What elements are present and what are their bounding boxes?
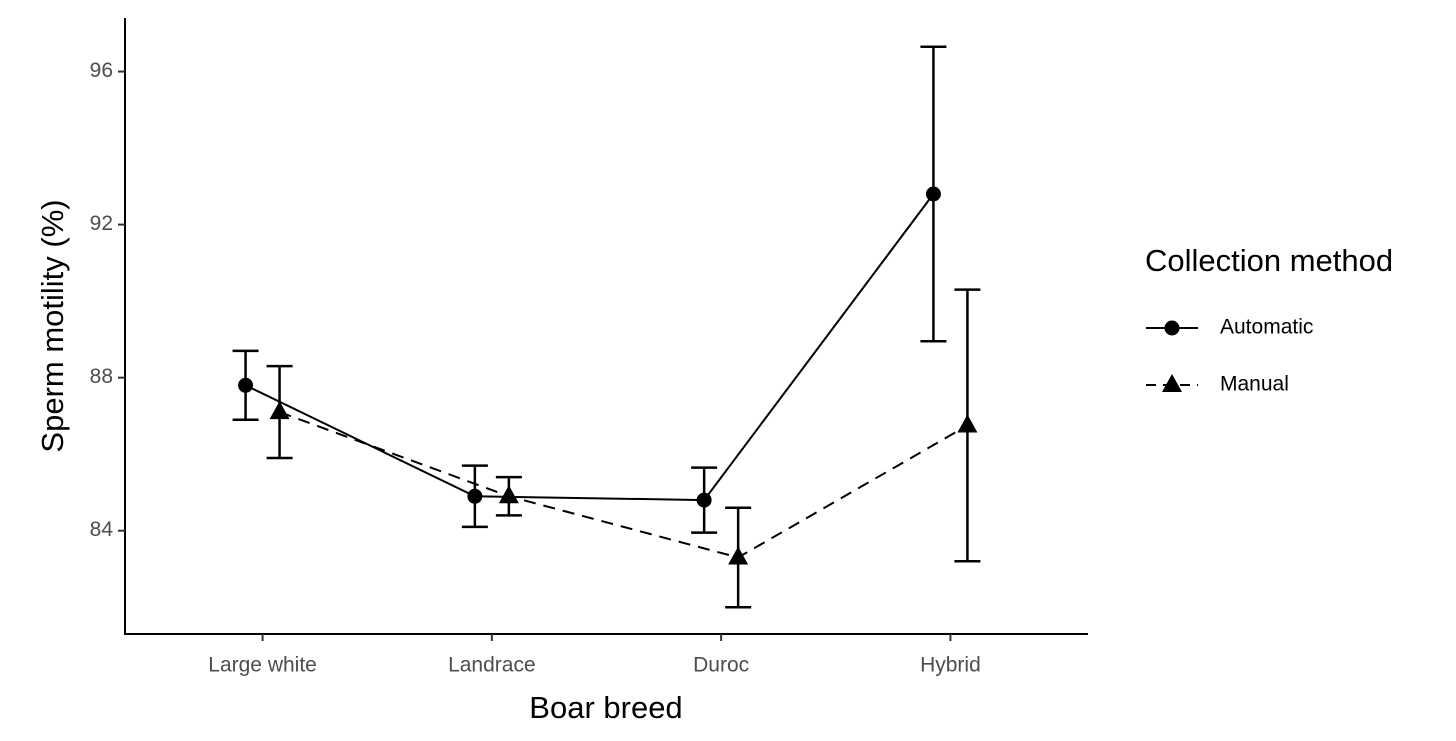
data-point (467, 488, 483, 504)
data-point (238, 377, 254, 393)
legend-label: Automatic (1220, 316, 1313, 339)
y-axis-title: Sperm motility (%) (35, 199, 70, 452)
series-line (279, 411, 968, 559)
legend-title: Collection method (1145, 243, 1393, 278)
data-point (925, 186, 941, 202)
series-line (245, 193, 935, 502)
x-axis-title: Boar breed (529, 690, 682, 725)
data-point (269, 401, 290, 420)
data-point (696, 492, 712, 508)
data-point (957, 414, 978, 433)
y-tick-label: 96 (90, 59, 113, 82)
x-tick-label: Duroc (693, 654, 749, 677)
y-tick-label: 92 (90, 212, 113, 235)
x-tick-label: Hybrid (920, 654, 981, 677)
x-tick-label: Large white (208, 654, 317, 677)
legend-label: Manual (1220, 373, 1289, 396)
x-tick-label: Landrace (448, 654, 536, 677)
data-point (728, 546, 749, 565)
y-tick-label: 88 (90, 365, 113, 388)
data-point (498, 485, 519, 504)
legend-key-marker (1164, 320, 1180, 336)
legend-key-marker (1162, 374, 1182, 392)
y-tick-label: 84 (90, 518, 114, 541)
